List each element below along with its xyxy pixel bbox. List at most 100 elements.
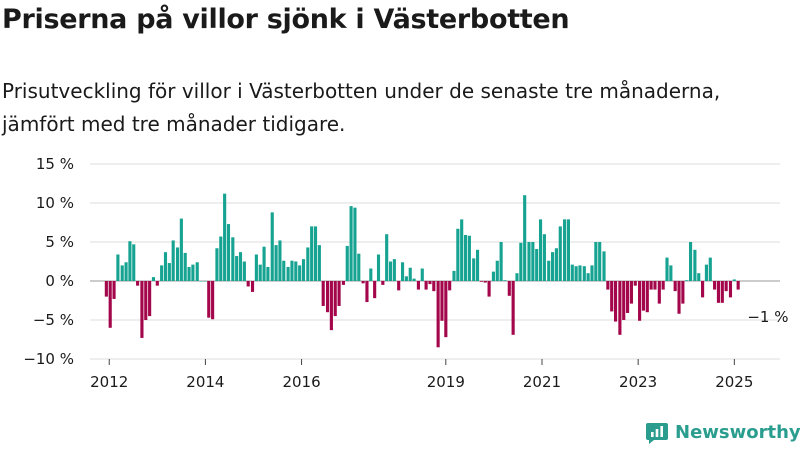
bar	[187, 266, 191, 281]
bar	[432, 281, 436, 292]
bar	[460, 219, 464, 281]
bar	[420, 268, 424, 281]
bar	[412, 278, 416, 281]
bar	[538, 219, 543, 281]
bar	[487, 281, 491, 297]
bar	[697, 273, 701, 281]
bar	[527, 242, 531, 281]
bar	[713, 281, 717, 290]
bar	[376, 254, 381, 281]
bar	[444, 281, 448, 338]
bar	[586, 273, 590, 281]
bar	[665, 257, 669, 281]
x-tick-label: 2021	[523, 373, 561, 391]
bar	[558, 226, 562, 281]
bar	[254, 254, 258, 281]
bar	[475, 249, 480, 281]
bar	[392, 259, 396, 281]
bar	[171, 240, 175, 281]
bar	[155, 281, 159, 286]
chart-title: Priserna på villor sjönk i Västerbotten	[2, 4, 570, 35]
bar	[140, 281, 144, 338]
bar	[306, 247, 310, 281]
bar	[278, 240, 282, 281]
y-tick-label: 0 %	[45, 272, 74, 290]
bar	[467, 235, 471, 281]
bar	[472, 258, 476, 281]
chart-subtitle: Prisutveckling för villor i Västerbotten…	[2, 79, 721, 136]
bar	[701, 281, 705, 298]
bar	[124, 262, 128, 281]
y-tick-label: −10 %	[23, 350, 74, 368]
bar	[669, 265, 673, 281]
bar	[353, 207, 357, 281]
newsworthy-logo[interactable]: Newsworthy	[645, 420, 800, 444]
bar	[610, 281, 614, 312]
bar	[400, 262, 405, 281]
bar	[626, 281, 630, 313]
bar	[708, 257, 712, 281]
bar	[523, 195, 527, 281]
bar	[128, 241, 132, 281]
bar	[653, 281, 657, 290]
bar	[294, 261, 298, 281]
bar	[341, 281, 345, 285]
bar	[677, 281, 681, 314]
gridlines	[90, 163, 780, 360]
bar	[452, 270, 456, 281]
bar	[349, 206, 353, 281]
bar	[298, 265, 302, 281]
bar	[681, 281, 685, 304]
bar	[551, 252, 555, 281]
bar	[345, 245, 349, 281]
bar	[381, 281, 385, 285]
bar	[404, 276, 408, 281]
bar	[325, 281, 330, 313]
bar	[649, 281, 653, 290]
bar	[641, 281, 646, 311]
bar	[424, 281, 428, 290]
bar	[235, 256, 239, 281]
bar	[491, 271, 495, 281]
bar	[365, 281, 369, 303]
bar	[440, 281, 444, 321]
bar	[503, 280, 507, 281]
bar	[456, 228, 460, 281]
bar	[397, 281, 401, 291]
bar	[211, 281, 215, 320]
bar	[160, 265, 164, 281]
bar	[531, 242, 535, 281]
bar	[203, 281, 207, 282]
bar	[310, 226, 314, 281]
bar	[262, 246, 266, 281]
bar	[258, 264, 262, 281]
bar	[242, 261, 246, 281]
bar	[547, 260, 551, 281]
x-tick-label: 2023	[619, 373, 657, 391]
x-axis: 2012 2014 2016 2019 2021 2023 2025	[90, 359, 753, 391]
bar	[495, 260, 499, 281]
bar	[175, 247, 180, 281]
bar	[519, 242, 523, 281]
bar	[606, 281, 610, 290]
bar	[507, 281, 511, 296]
bar	[108, 281, 112, 328]
bar	[582, 266, 586, 281]
bar	[479, 281, 483, 282]
bar	[720, 281, 724, 303]
bar	[385, 234, 389, 281]
y-tick-label: −5 %	[33, 311, 74, 329]
bar	[219, 236, 223, 281]
bar	[645, 281, 649, 313]
bar	[286, 266, 290, 281]
bar	[736, 281, 740, 290]
bar	[282, 260, 286, 281]
bar	[116, 254, 120, 281]
bar	[732, 279, 736, 281]
bar	[250, 281, 255, 292]
bar	[167, 263, 171, 281]
x-tick-label: 2019	[427, 373, 465, 391]
bar	[716, 281, 721, 303]
bar	[290, 260, 294, 281]
bar	[274, 245, 278, 281]
